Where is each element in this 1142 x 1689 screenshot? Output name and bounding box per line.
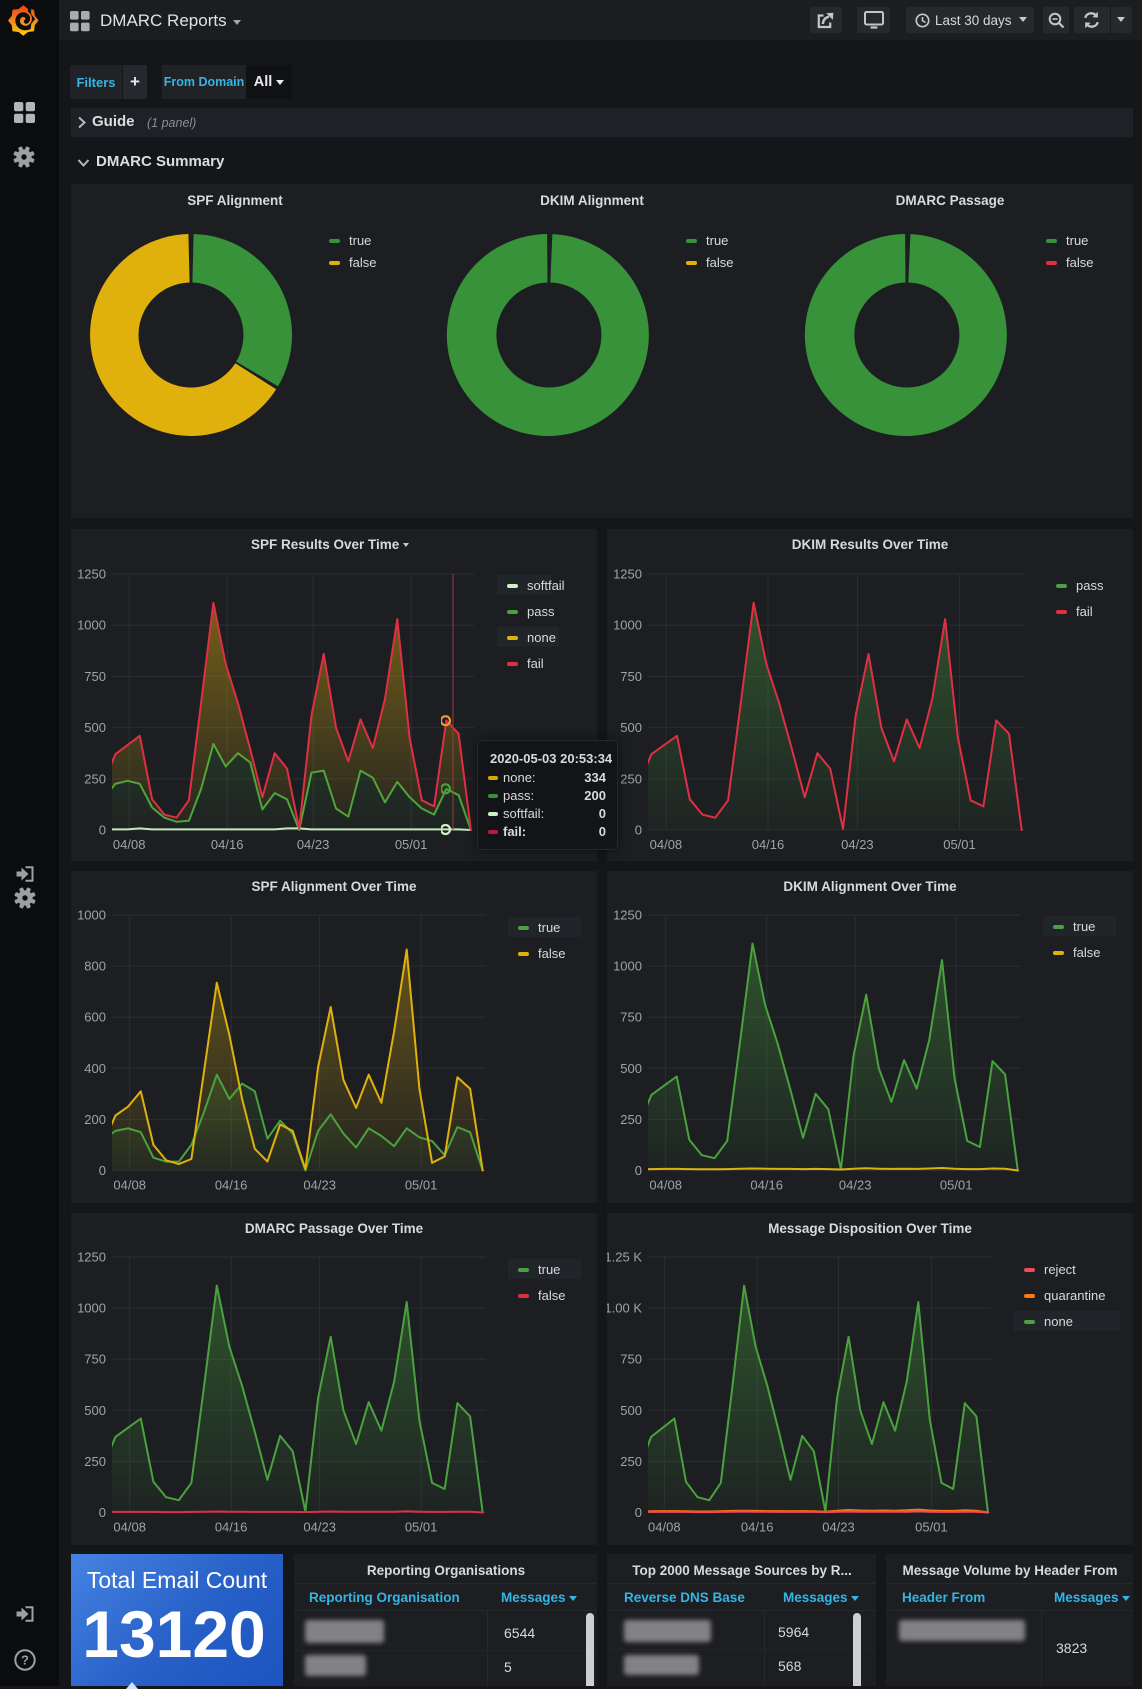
svg-text:500: 500 xyxy=(620,1061,642,1076)
svg-text:1000: 1000 xyxy=(77,908,106,923)
svg-text:1250: 1250 xyxy=(613,567,642,582)
svg-text:1000: 1000 xyxy=(613,959,642,974)
svg-text:05/01: 05/01 xyxy=(940,1178,973,1193)
svg-text:1000: 1000 xyxy=(77,618,106,633)
svg-text:250: 250 xyxy=(84,771,106,786)
svg-text:250: 250 xyxy=(620,771,642,786)
svg-text:600: 600 xyxy=(84,1010,106,1025)
svg-text:750: 750 xyxy=(620,1352,642,1367)
svg-text:04/08: 04/08 xyxy=(648,1520,681,1535)
svg-text:04/08: 04/08 xyxy=(649,1178,682,1193)
svg-text:04/23: 04/23 xyxy=(841,837,874,852)
svg-text:750: 750 xyxy=(84,669,106,684)
svg-text:04/23: 04/23 xyxy=(822,1520,855,1535)
svg-text:04/23: 04/23 xyxy=(303,1178,336,1193)
svg-text:250: 250 xyxy=(84,1454,106,1469)
svg-text:500: 500 xyxy=(620,1403,642,1418)
svg-text:04/08: 04/08 xyxy=(113,1178,146,1193)
svg-text:04/16: 04/16 xyxy=(211,837,244,852)
svg-text:1.00 K: 1.00 K xyxy=(607,1301,642,1316)
svg-text:05/01: 05/01 xyxy=(943,837,976,852)
svg-text:04/23: 04/23 xyxy=(297,837,330,852)
svg-text:0: 0 xyxy=(635,1505,642,1520)
svg-text:04/23: 04/23 xyxy=(303,1520,336,1535)
svg-text:05/01: 05/01 xyxy=(405,1178,438,1193)
svg-text:500: 500 xyxy=(620,720,642,735)
svg-text:05/01: 05/01 xyxy=(915,1520,948,1535)
svg-text:04/08: 04/08 xyxy=(113,837,146,852)
svg-text:04/16: 04/16 xyxy=(215,1520,248,1535)
svg-text:1250: 1250 xyxy=(77,1250,106,1265)
svg-text:400: 400 xyxy=(84,1061,106,1076)
svg-text:500: 500 xyxy=(84,720,106,735)
svg-text:0: 0 xyxy=(99,823,106,838)
svg-text:0: 0 xyxy=(99,1505,106,1520)
svg-text:750: 750 xyxy=(620,1010,642,1025)
svg-text:500: 500 xyxy=(84,1403,106,1418)
svg-text:04/08: 04/08 xyxy=(113,1520,146,1535)
svg-text:1000: 1000 xyxy=(77,1301,106,1316)
svg-text:800: 800 xyxy=(84,959,106,974)
svg-text:0: 0 xyxy=(99,1163,106,1178)
svg-text:0: 0 xyxy=(635,1163,642,1178)
svg-text:04/16: 04/16 xyxy=(741,1520,774,1535)
svg-text:1.25 K: 1.25 K xyxy=(607,1250,642,1265)
svg-text:750: 750 xyxy=(84,1352,106,1367)
svg-text:04/16: 04/16 xyxy=(752,837,785,852)
svg-text:200: 200 xyxy=(84,1112,106,1127)
svg-text:?: ? xyxy=(21,1653,29,1668)
svg-text:250: 250 xyxy=(620,1112,642,1127)
svg-text:1000: 1000 xyxy=(613,618,642,633)
svg-text:250: 250 xyxy=(620,1454,642,1469)
svg-text:750: 750 xyxy=(620,669,642,684)
svg-text:04/23: 04/23 xyxy=(839,1178,872,1193)
svg-text:05/01: 05/01 xyxy=(395,837,428,852)
svg-text:04/08: 04/08 xyxy=(650,837,683,852)
svg-text:1250: 1250 xyxy=(613,908,642,923)
svg-text:05/01: 05/01 xyxy=(405,1520,438,1535)
svg-text:04/16: 04/16 xyxy=(750,1178,783,1193)
svg-text:04/16: 04/16 xyxy=(215,1178,248,1193)
svg-text:1250: 1250 xyxy=(77,567,106,582)
svg-text:0: 0 xyxy=(635,823,642,838)
